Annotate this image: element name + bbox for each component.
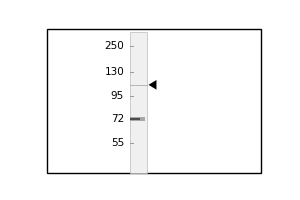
Text: 55: 55 (111, 138, 124, 148)
Bar (130, 32, 147, 173)
Text: 130: 130 (104, 67, 124, 77)
Bar (130, 117, 145, 121)
Bar (130, 118, 140, 120)
Text: 72: 72 (111, 114, 124, 124)
Text: 95: 95 (111, 91, 124, 101)
Polygon shape (148, 80, 157, 90)
Text: 250: 250 (104, 41, 124, 51)
